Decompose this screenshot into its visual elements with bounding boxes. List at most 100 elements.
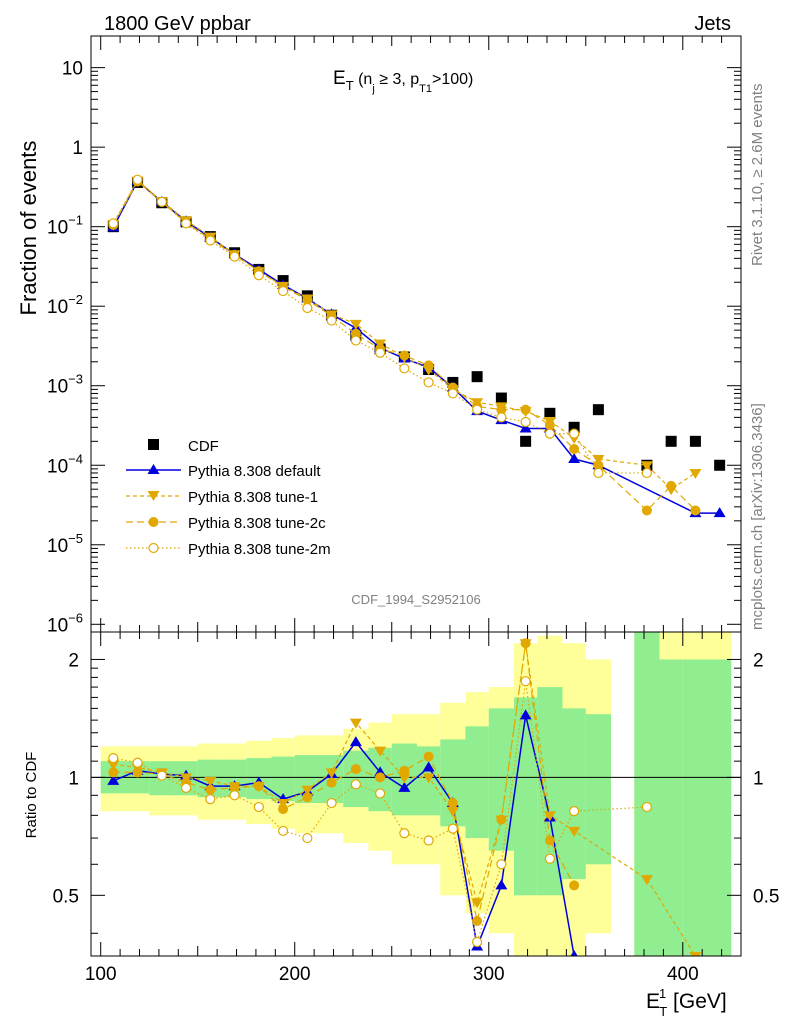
legend-label-tune-2c: Pythia 8.308 tune-2c (188, 515, 326, 532)
ratio-point-pythia-8-308-tune-2c (326, 777, 337, 788)
main-y-tick-mantissa: 10 (47, 218, 68, 239)
ratio-y-tick-label: 1 (68, 768, 79, 789)
ratio-plot-frame (90, 631, 742, 957)
data-point-pythia-8-308-tune-2m (472, 404, 483, 415)
ratio-y-axis: 0.5 0.5 1 1 2 2 (53, 650, 779, 934)
ratio-point-pythia-8-308-tune-2c (205, 784, 216, 795)
data-point-pythia-8-308-tune-2c (569, 444, 580, 455)
main-y-tick-exponent: −4 (68, 451, 83, 466)
series-pythia-8-308-tune-2m (108, 174, 652, 479)
data-point-pythia-8-308-tune-2c (399, 350, 410, 361)
ratio-point-pythia-8-308-tune-2c (399, 765, 410, 776)
data-point-pythia-8-308-tune-2m (496, 412, 507, 423)
ratio-point-pythia-8-308-tune-1 (277, 799, 290, 810)
uncertainty-band-inner (562, 708, 586, 880)
ratio-point-pythia-8-308-tune-2c (496, 814, 507, 825)
data-point-pythia-8-308-tune-2m (350, 335, 361, 346)
ratio-point-pythia-8-308-default (495, 879, 508, 890)
ratio-point-pythia-8-308-tune-2m (132, 757, 143, 768)
ratio-point-pythia-8-308-tune-1 (349, 718, 362, 729)
legend-marker-cdf (148, 439, 159, 450)
data-point-pythia-8-308-tune-2c (641, 505, 652, 516)
ratio-plot-content (91, 632, 741, 956)
legend-label-cdf: CDF (188, 438, 219, 455)
legend-entry-tune-2m: Pythia 8.308 tune-2m (126, 541, 331, 558)
ratio-point-pythia-8-308-tune-2c (108, 767, 119, 778)
uncertainty-band-inner (488, 708, 514, 851)
data-point-pythia-8-308-tune-2m (520, 416, 531, 428)
main-y-tick-label: 10−4 (47, 451, 83, 477)
legend-label-default: Pythia 8.308 default (188, 463, 321, 480)
ratio-point-pythia-8-308-tune-2c (302, 792, 313, 803)
data-point-pythia-8-308-tune-2c (690, 505, 701, 516)
data-point-pythia-8-308-tune-2m (277, 285, 289, 297)
main-y-tick-exponent: −1 (68, 213, 83, 228)
ratio-point-pythia-8-308-tune-2m (277, 825, 289, 837)
plot-title: ET (nj ≥ 3, pT1>100) (333, 68, 473, 95)
data-point-pythia-8-308-tune-2c (496, 404, 507, 415)
ratio-point-pythia-8-308-tune-2c (520, 638, 531, 649)
main-y-tick-mantissa: 10 (47, 536, 68, 557)
plot-title-sub3: T1 (419, 83, 432, 95)
data-point-pythia-8-308-tune-2c (666, 480, 677, 491)
ratio-point-pythia-8-308-tune-2m (399, 828, 410, 839)
x-axis: 100 200 300 400 (85, 632, 723, 985)
data-point-pythia-8-308-tune-1 (349, 319, 362, 330)
ratio-point-pythia-8-308-tune-2c (423, 751, 434, 762)
ratio-point-pythia-8-308-tune-2m (350, 779, 361, 790)
main-y-tick-label: 1 (72, 138, 83, 159)
data-point-pythia-8-308-tune-2m (108, 218, 119, 229)
ratio-point-pythia-8-308-tune-2m (641, 801, 652, 813)
ratio-point-pythia-8-308-tune-1 (325, 768, 338, 779)
data-point-cdf (714, 459, 726, 471)
uncertainty-band-inner (271, 756, 295, 802)
x-axis-label-sup: 1 (659, 986, 666, 1001)
data-point-pythia-8-308-tune-2m (569, 428, 580, 439)
main-y-tick-label: 10−3 (47, 372, 83, 398)
ratio-point-pythia-8-308-default (107, 774, 120, 785)
series-cdf (107, 176, 726, 471)
x-axis-label-sub: T (659, 1004, 667, 1019)
ratio-point-pythia-8-308-tune-2m (326, 797, 337, 809)
ratio-point-pythia-8-308-tune-2m (302, 832, 313, 844)
ratio-series-pythia-8-308-tune-2m (108, 676, 652, 948)
ratio-line-pythia-8-308-tune-1 (113, 643, 696, 956)
data-point-pythia-8-308-tune-1 (592, 454, 605, 465)
data-point-cdf (520, 435, 532, 447)
legend: CDF Pythia 8.308 default Pythia 8.308 tu… (126, 438, 331, 558)
uncertainty-band-inner (222, 759, 247, 798)
data-point-pythia-8-308-tune-2m (156, 196, 167, 207)
ratio-point-pythia-8-308-default (570, 950, 578, 956)
ratio-point-pythia-8-308-tune-2m (472, 936, 483, 948)
ratio-point-pythia-8-308-default (519, 709, 532, 720)
data-point-pythia-8-308-tune-2m (593, 467, 604, 479)
ratio-point-pythia-8-308-tune-2m (496, 859, 507, 870)
legend-label-tune-1: Pythia 8.308 tune-1 (188, 489, 318, 506)
ratio-point-pythia-8-308-tune-2c (472, 915, 483, 926)
uncertainty-band-inner (634, 632, 660, 956)
ratio-point-pythia-8-308-tune-2m (447, 823, 458, 834)
main-y-tick-label: 10−1 (47, 213, 83, 239)
x-axis-label-main: E (646, 990, 660, 1013)
main-y-tick-mantissa: 10 (47, 615, 68, 636)
mcplots-source-label: mcplots.cern.ch [arXiv:1306.3436] (749, 403, 766, 630)
ratio-point-pythia-8-308-tune-2c (253, 781, 264, 792)
ratio-point-pythia-8-308-tune-1 (107, 760, 120, 771)
main-y-axis-label: Fraction of events (16, 141, 41, 316)
data-point-pythia-8-308-tune-1 (640, 461, 653, 472)
series-line-pythia-8-308-tune-2m (112, 178, 647, 474)
plot-title-rest-2: ≥ 3, p (375, 71, 419, 88)
main-y-tick-exponent: −2 (68, 292, 83, 307)
data-point-cdf (471, 371, 483, 383)
main-y-tick-mantissa: 10 (47, 377, 68, 398)
data-point-cdf (665, 435, 677, 447)
data-point-pythia-8-308-tune-2m (229, 251, 240, 262)
data-point-pythia-8-308-tune-2m (302, 302, 313, 314)
ratio-point-pythia-8-308-tune-2c (375, 772, 386, 783)
main-y-tick-label: 10 (62, 59, 83, 80)
data-point-pythia-8-308-tune-2c (520, 404, 531, 415)
ratio-point-pythia-8-308-default (398, 781, 411, 792)
data-point-cdf (592, 404, 604, 416)
ratio-point-pythia-8-308-tune-2m (375, 788, 386, 799)
